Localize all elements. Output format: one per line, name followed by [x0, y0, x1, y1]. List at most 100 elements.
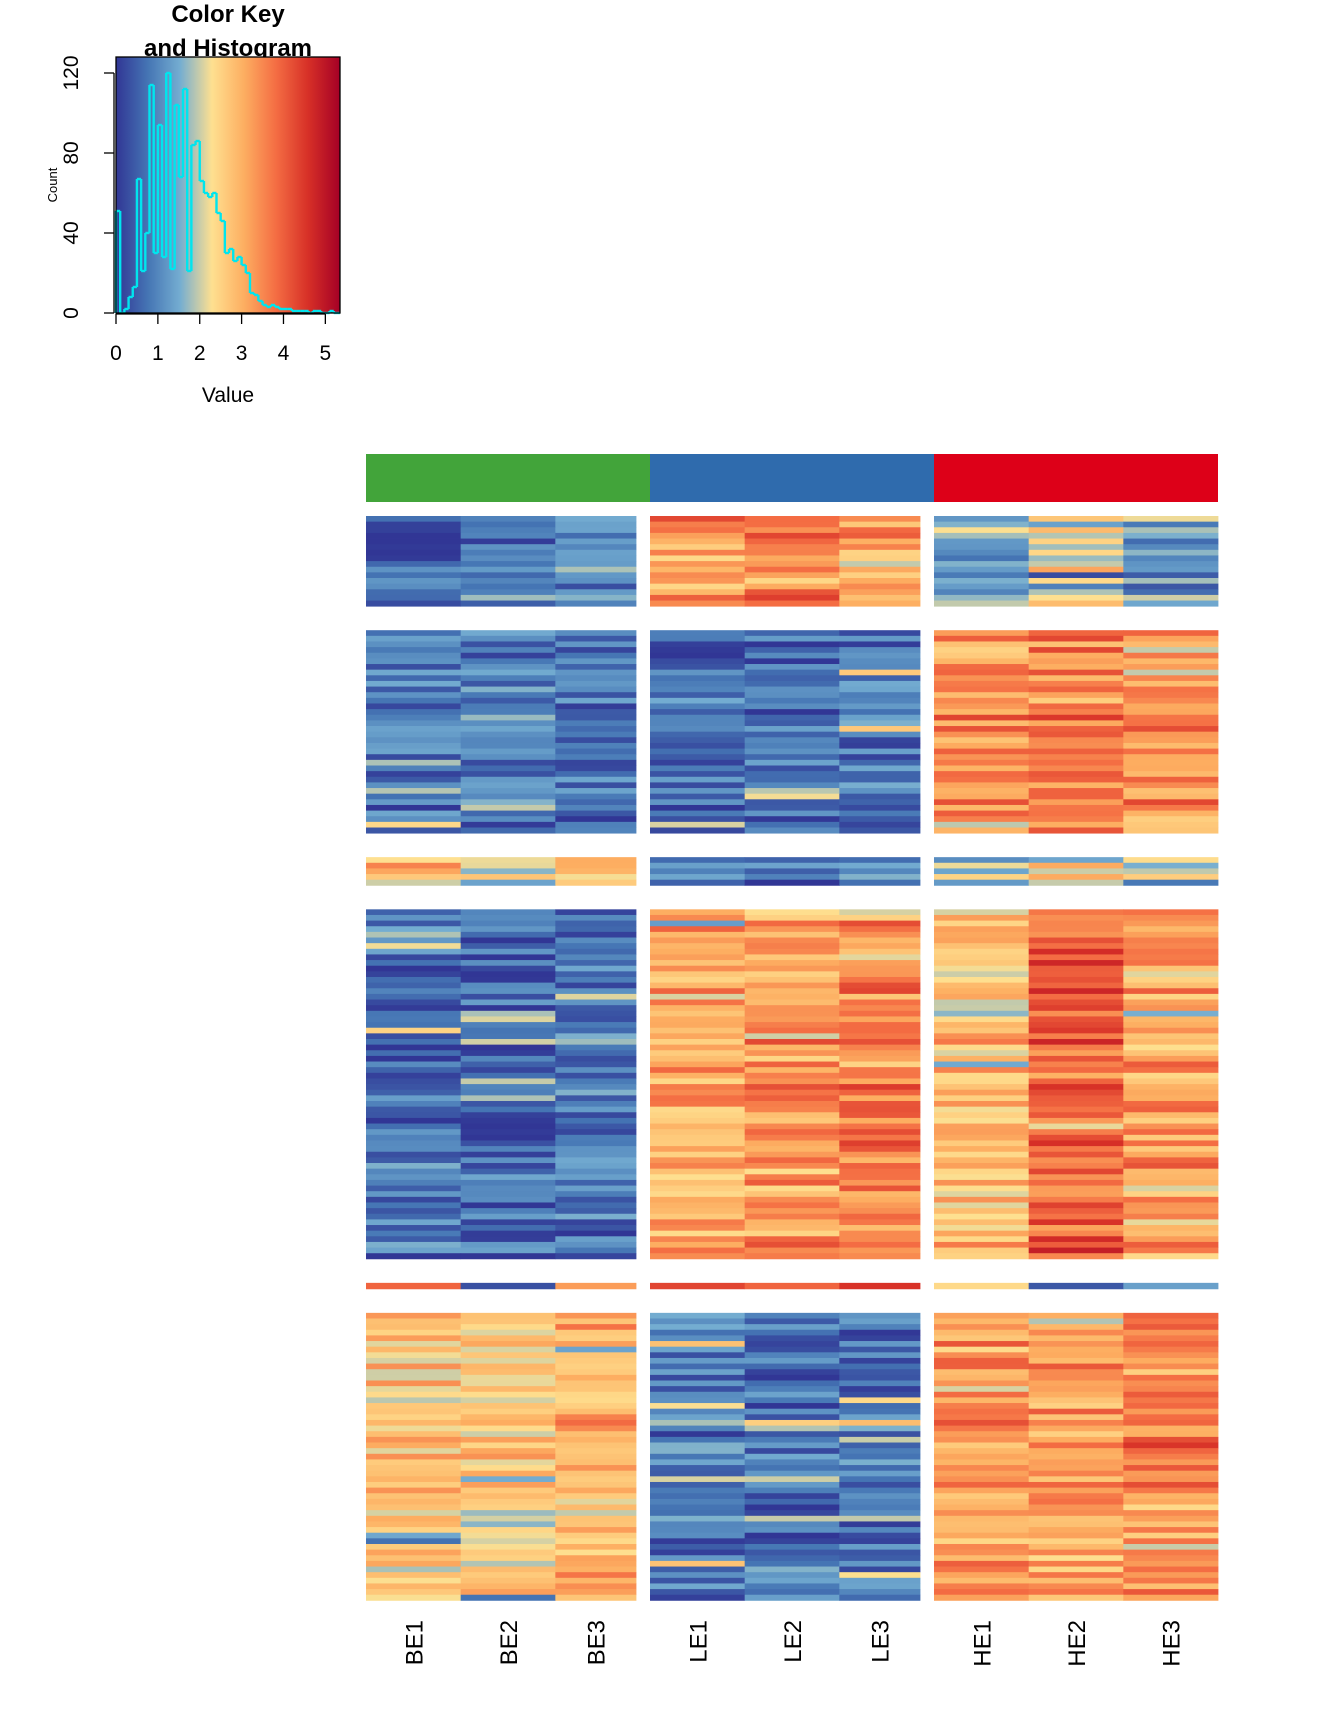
heatmap-cell: [650, 680, 746, 687]
heatmap-cell: [1123, 1174, 1219, 1181]
color-key-frame: [115, 56, 341, 314]
heatmap-cell: [744, 1329, 840, 1336]
heatmap-cell: [555, 1498, 637, 1505]
heatmap-cell: [460, 999, 556, 1006]
heatmap-cell: [366, 1044, 462, 1051]
heatmap-cell: [1123, 658, 1219, 665]
heatmap-cell: [555, 572, 637, 579]
heatmap-cell: [460, 635, 556, 642]
heatmap-cell: [839, 1442, 921, 1449]
heatmap-cell: [839, 647, 921, 654]
heatmap-cell: [1028, 1151, 1124, 1158]
heatmap-cell: [1028, 1566, 1124, 1573]
heatmap-cell: [839, 874, 921, 881]
heatmap-cell: [555, 1459, 637, 1466]
heatmap-cell: [1028, 1374, 1124, 1381]
heatmap-cell: [555, 549, 637, 556]
heatmap-cell: [1028, 635, 1124, 642]
heatmap-cell: [934, 1459, 1030, 1466]
heatmap-cell: [650, 538, 746, 545]
heatmap-cell: [934, 1185, 1030, 1192]
heatmap-cell: [555, 742, 637, 749]
heatmap-cell: [555, 960, 637, 967]
heatmap-cell: [555, 1414, 637, 1421]
heatmap-cell: [839, 600, 921, 607]
heatmap-cell: [934, 1282, 1030, 1290]
heatmap-cell: [1028, 1476, 1124, 1483]
heatmap-cell: [744, 675, 840, 682]
heatmap-cell: [366, 1335, 462, 1342]
heatmap-cell: [934, 1476, 1030, 1483]
heatmap-cell: [555, 1521, 637, 1528]
heatmap-cell: [555, 1101, 637, 1108]
heatmap-cell: [839, 1202, 921, 1209]
heatmap-cell: [839, 1583, 921, 1590]
heatmap-cell: [555, 879, 637, 886]
heatmap-cell: [555, 1357, 637, 1364]
heatmap-cell: [650, 971, 746, 978]
heatmap-cell: [839, 1230, 921, 1237]
heatmap-cell: [555, 765, 637, 772]
heatmap-cell: [839, 971, 921, 978]
heatmap-cell: [460, 1357, 556, 1364]
heatmap-cell: [1123, 589, 1219, 596]
heatmap-cell: [555, 926, 637, 933]
heatmap-cell: [555, 1538, 637, 1545]
heatmap-cell: [1028, 1146, 1124, 1153]
heatmap-cell: [934, 1050, 1030, 1057]
heatmap-cell: [366, 1067, 462, 1074]
heatmap-cell: [934, 697, 1030, 704]
heatmap-cell: [555, 1179, 637, 1186]
heatmap-cell: [744, 669, 840, 676]
heatmap-cell: [839, 583, 921, 590]
heatmap-cell: [366, 675, 462, 682]
heatmap-cell: [1028, 1459, 1124, 1466]
heatmap-cell: [839, 788, 921, 795]
heatmap-cell: [1123, 1476, 1219, 1483]
heatmap-cell: [1028, 1140, 1124, 1147]
heatmap-cell: [1123, 1185, 1219, 1192]
heatmap-cell: [1028, 652, 1124, 659]
heatmap-cell: [1123, 1146, 1219, 1153]
heatmap-cell: [366, 1055, 462, 1062]
heatmap-cell: [366, 954, 462, 961]
heatmap-cell: [366, 1027, 462, 1034]
heatmap-cell: [650, 1033, 746, 1040]
heatmap-cell: [555, 1560, 637, 1567]
heatmap-cell: [744, 1055, 840, 1062]
heatmap-cell: [555, 1061, 637, 1068]
heatmap-cell: [934, 976, 1030, 984]
heatmap-cell: [744, 960, 840, 967]
heatmap-cell: [934, 862, 1030, 869]
heatmap-cell: [460, 771, 556, 778]
heatmap-cell: [555, 1055, 637, 1062]
heatmap-cell: [1028, 1515, 1124, 1522]
heatmap-cell: [650, 527, 746, 534]
heatmap-cell: [460, 686, 556, 693]
heatmap-cell: [1123, 1005, 1219, 1012]
heatmap-cell: [555, 1352, 637, 1359]
heatmap-cell: [839, 675, 921, 682]
heatmap-cell: [1123, 771, 1219, 778]
heatmap-cell: [1123, 1465, 1219, 1472]
heatmap-cell: [650, 1225, 746, 1232]
heatmap-cell: [744, 1453, 840, 1460]
heatmap-cell: [934, 1493, 1030, 1500]
heatmap-cell: [1028, 988, 1124, 995]
heatmap-cell: [1123, 810, 1219, 817]
heatmap-cell: [366, 868, 462, 875]
heatmap-cell: [839, 1163, 921, 1170]
heatmap-cell: [460, 630, 556, 637]
heatmap-cell: [1028, 1027, 1124, 1034]
heatmap-cell: [460, 1397, 556, 1404]
heatmap-cell: [1028, 703, 1124, 710]
heatmap-cell: [366, 827, 462, 834]
color-key-title-line1: Color Key: [171, 1, 285, 28]
heatmap-cell: [650, 988, 746, 995]
heatmap-cell: [839, 914, 921, 922]
heatmap-cell: [1123, 1196, 1219, 1203]
heatmap-cell: [744, 1282, 840, 1290]
heatmap-cell: [650, 1470, 746, 1477]
